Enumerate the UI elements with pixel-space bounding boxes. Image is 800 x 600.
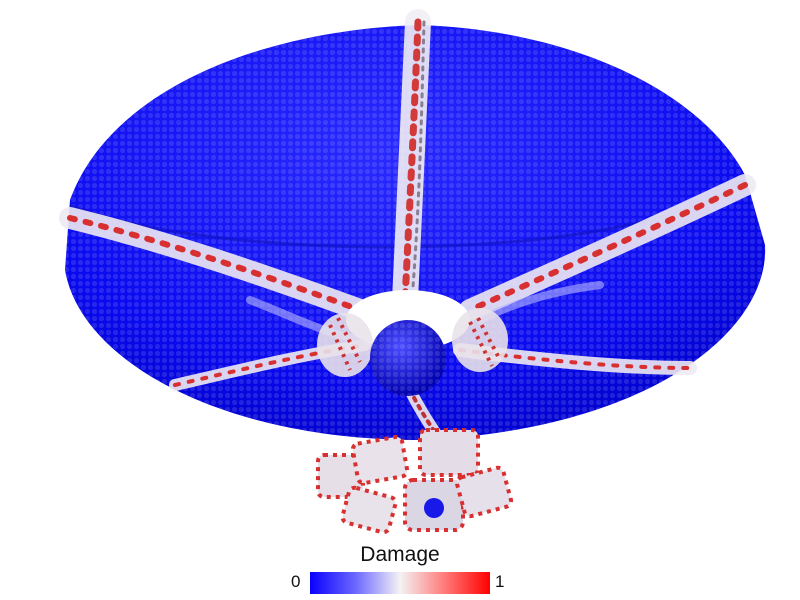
fragment-3 <box>420 430 478 475</box>
fragment-core <box>424 498 444 518</box>
fragment-6 <box>456 467 512 517</box>
fractured-disk-simulation <box>59 9 766 535</box>
ejected-fragments <box>316 428 514 535</box>
fragment-4 <box>342 487 396 533</box>
colorbar-title: Damage <box>360 543 440 566</box>
colorbar-gradient <box>310 572 490 594</box>
fragment-1 <box>318 455 363 497</box>
colorbar-max-label: 1 <box>495 572 505 591</box>
fragment-2 <box>352 436 408 484</box>
colorbar-min-label: 0 <box>291 572 301 591</box>
